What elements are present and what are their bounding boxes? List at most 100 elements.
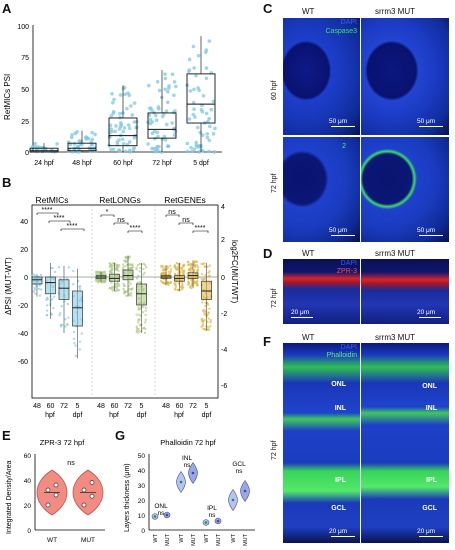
a-point xyxy=(192,107,196,111)
a-point xyxy=(156,134,160,139)
f-mut-label: srrm3 MUT xyxy=(375,333,415,342)
b-point xyxy=(125,256,128,260)
b-point xyxy=(200,272,204,276)
panel-e-chart: ZPR-3 72 hpf Integrated Density/Area 0 2… xyxy=(6,438,105,544)
b-point xyxy=(207,311,210,315)
b-point xyxy=(182,265,185,268)
b-point xyxy=(207,275,211,278)
c-image-wt-72: 2 50 μm xyxy=(283,137,360,242)
b-sig-gene-1: ns xyxy=(182,217,190,224)
d-mut-label: srrm3 MUT xyxy=(375,249,415,258)
b-point xyxy=(191,281,194,284)
g-ytick-5: 50 xyxy=(138,453,146,460)
b-ytick-r-4: -4 xyxy=(221,347,227,354)
b-point xyxy=(136,281,139,285)
c-dapi-label: DAPI xyxy=(340,19,357,26)
b-box-1-1 xyxy=(109,273,120,282)
b-point xyxy=(127,292,131,296)
b-point xyxy=(174,287,177,290)
b-point xyxy=(112,285,115,289)
b-point xyxy=(192,269,196,273)
b-point xyxy=(201,323,205,326)
f-layer-inl-mut: INL xyxy=(425,405,437,412)
b-point xyxy=(200,262,203,265)
b-point xyxy=(129,292,133,295)
c-mut-label: srrm3 MUT xyxy=(375,7,415,16)
b-point xyxy=(72,269,75,273)
b-xtick-0-3: 5 xyxy=(76,403,80,410)
b-point xyxy=(57,266,61,269)
b-point xyxy=(144,309,147,312)
a-point xyxy=(185,141,190,146)
b-y2label: log2FC(MUT/WT) xyxy=(230,240,239,303)
b-point xyxy=(136,275,140,278)
b-xtick-2-1: 60 xyxy=(176,403,184,410)
b-point xyxy=(203,265,206,268)
b-point xyxy=(127,257,130,261)
a-point xyxy=(213,126,217,131)
b-xsub-hpf-2: hpf xyxy=(174,412,184,419)
a-ytick-3: 75 xyxy=(21,55,29,62)
b-point xyxy=(181,283,184,286)
b-point xyxy=(109,269,112,272)
a-point xyxy=(187,68,192,72)
a-point xyxy=(72,142,77,146)
g-point-3-0 xyxy=(231,498,235,502)
b-ytick-l-2: 0 xyxy=(24,275,28,282)
e-ytick-1: 20 xyxy=(24,503,32,510)
b-point xyxy=(143,263,147,267)
e-point-0-3 xyxy=(53,482,59,488)
c-row2-label: 72 hpf xyxy=(271,173,278,193)
b-point xyxy=(80,332,84,335)
b-box-0-3 xyxy=(72,290,83,327)
b-point xyxy=(144,313,147,317)
a-point xyxy=(127,93,132,98)
a-point xyxy=(196,86,200,90)
a-ytick-1: 25 xyxy=(21,119,29,126)
g-ytick-4: 40 xyxy=(138,468,146,475)
b-point xyxy=(65,322,69,326)
b-ytick-l-0: 40 xyxy=(20,219,28,226)
a-point xyxy=(167,84,171,88)
b-point xyxy=(72,337,76,340)
g-group-2: IPL xyxy=(207,505,217,512)
a-point xyxy=(126,123,131,127)
b-point xyxy=(45,314,48,317)
g-ylabel: Layers thickness (μm) xyxy=(124,463,131,532)
b-point xyxy=(129,267,133,270)
g-point-3-1 xyxy=(243,489,247,493)
b-box-1-2 xyxy=(122,269,134,281)
b-point xyxy=(200,325,203,328)
a-point xyxy=(155,144,159,149)
c-wt-label: WT xyxy=(302,7,315,16)
b-xtick-2-0: 48 xyxy=(162,403,170,410)
a-point xyxy=(207,116,211,121)
b-point xyxy=(189,265,192,268)
d-row-label: 72 hpf xyxy=(271,288,278,308)
b-point xyxy=(201,309,205,313)
b-point xyxy=(115,263,119,267)
b-xsub-dpf-0: dpf xyxy=(73,412,83,419)
a-point xyxy=(109,114,114,118)
a-point xyxy=(90,130,94,135)
b-point xyxy=(196,268,200,271)
a-ytick-4: 100 xyxy=(17,24,29,31)
b-point xyxy=(52,306,55,310)
b-point xyxy=(38,294,42,297)
a-xcat-1: 48 hpf xyxy=(72,160,92,167)
b-point xyxy=(110,281,113,284)
a-ytick-2: 50 xyxy=(21,87,29,94)
g-ytick-1: 10 xyxy=(138,513,146,520)
b-point xyxy=(137,321,140,324)
e-point-1-2 xyxy=(81,487,87,493)
f-scale-1: 20 μm xyxy=(329,528,348,535)
b-point xyxy=(103,278,106,281)
b-ytick-l-3: -20 xyxy=(18,303,28,310)
a-point xyxy=(117,127,122,131)
c-scale-4: 50 μm xyxy=(417,227,436,234)
a-point xyxy=(198,130,203,135)
a-box-3 xyxy=(147,112,177,139)
a-point xyxy=(194,73,198,78)
a-point xyxy=(166,100,170,105)
a-point xyxy=(118,93,123,97)
